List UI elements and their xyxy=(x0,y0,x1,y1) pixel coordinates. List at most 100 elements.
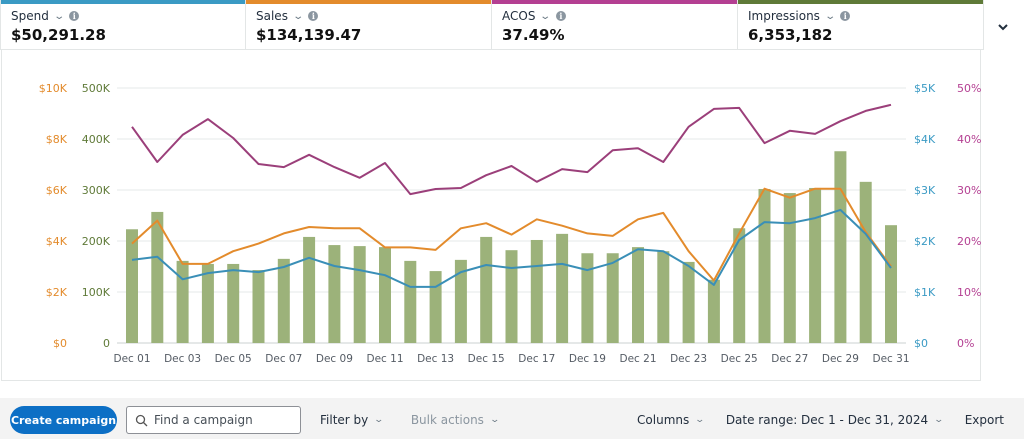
impressions-axis-tick-label: 300K xyxy=(82,184,111,197)
impressions-bar xyxy=(581,253,594,343)
impressions-bar xyxy=(328,245,341,343)
search-input[interactable] xyxy=(154,413,294,427)
x-axis-tick-label: Dec 31 xyxy=(872,353,909,365)
date-range-label: Date range: Dec 1 - Dec 31, 2024 xyxy=(725,413,929,427)
impressions-bar xyxy=(505,250,518,343)
info-icon[interactable]: i xyxy=(840,11,851,21)
info-icon[interactable]: i xyxy=(308,11,319,21)
x-axis-tick-label: Dec 27 xyxy=(771,353,808,365)
x-axis-tick-label: Dec 17 xyxy=(518,353,555,365)
bulk-actions-label: Bulk actions xyxy=(410,413,484,427)
impressions-bar xyxy=(530,239,543,343)
campaign-search[interactable] xyxy=(126,406,301,434)
sales-axis-tick-label: $6K xyxy=(46,184,68,197)
impressions-bar xyxy=(859,181,872,343)
impressions-bar xyxy=(303,236,316,343)
spend-axis-tick-label: $0 xyxy=(914,337,928,350)
create-campaign-button[interactable]: Create campaign xyxy=(10,406,117,434)
columns-label: Columns xyxy=(637,413,690,427)
chevron-down-icon[interactable]: ⌄ xyxy=(824,10,837,22)
metric-card-sales[interactable]: Sales ⌄ i $134,139.47 xyxy=(246,0,492,50)
info-icon[interactable]: i xyxy=(69,11,80,21)
metric-value: 37.49% xyxy=(502,26,565,44)
impressions-bar xyxy=(606,253,619,343)
sales-axis-tick-label: $10K xyxy=(39,82,68,95)
x-axis-tick-label: Dec 01 xyxy=(113,353,150,365)
sales-axis-tick-label: $0 xyxy=(53,337,67,350)
impressions-bar xyxy=(733,228,746,343)
x-axis-tick-label: Dec 09 xyxy=(316,353,353,365)
x-axis-tick-label: Dec 19 xyxy=(569,353,606,365)
metric-color-bar xyxy=(246,0,491,4)
x-axis-tick-label: Dec 07 xyxy=(265,353,302,365)
x-axis-tick-label: Dec 29 xyxy=(822,353,859,365)
x-axis-tick-label: Dec 11 xyxy=(366,353,403,365)
metric-card-impressions[interactable]: Impressions ⌄ i 6,353,182 xyxy=(738,0,984,50)
impressions-bar xyxy=(379,247,391,343)
metric-card-spend[interactable]: Spend ⌄ i $50,291.28 xyxy=(0,0,246,50)
date-range-dropdown[interactable]: Date range: Dec 1 - Dec 31, 2024 ⌄ xyxy=(725,413,945,427)
impressions-bar xyxy=(758,188,771,343)
filter-by-dropdown[interactable]: Filter by ⌄ xyxy=(320,413,384,427)
spend-line xyxy=(131,208,892,288)
metric-color-bar xyxy=(738,0,983,4)
metric-label: ACOS xyxy=(502,9,536,23)
impressions-bar xyxy=(454,259,467,343)
impressions-bar xyxy=(809,187,822,343)
chevron-down-icon xyxy=(998,24,1008,31)
x-axis-tick-label: Dec 13 xyxy=(417,353,454,365)
acos-axis-tick-label: 30% xyxy=(957,184,981,197)
impressions-bar xyxy=(783,193,796,343)
impressions-axis-tick-label: 500K xyxy=(82,82,111,95)
acos-axis-tick-label: 0% xyxy=(957,337,974,350)
chevron-down-icon: ⌄ xyxy=(933,415,945,425)
impressions-bar xyxy=(227,263,240,343)
impressions-bars xyxy=(126,151,897,343)
metric-label: Spend xyxy=(11,9,49,23)
impressions-bar xyxy=(632,247,644,343)
impressions-bar xyxy=(252,270,265,343)
x-axis-tick-label: Dec 25 xyxy=(721,353,758,365)
chart-axes: $0 $2K $4K $6K $8K $10K 0 100K 200K 300K 400K 500K $… xyxy=(39,82,982,350)
sales-axis-tick-label: $8K xyxy=(46,133,68,146)
metric-label: Impressions xyxy=(748,9,820,23)
chevron-down-icon[interactable]: ⌄ xyxy=(539,10,552,22)
metric-color-bar xyxy=(492,0,737,4)
acos-axis-tick-label: 50% xyxy=(957,82,981,95)
metric-cards: Spend ⌄ i $50,291.28 Sales ⌄ i $134,139.47 A… xyxy=(0,0,1024,50)
spend-axis-tick-label: $3K xyxy=(914,184,936,197)
acos-axis-tick-label: 40% xyxy=(957,133,981,146)
sales-axis-tick-label: $4K xyxy=(46,235,68,248)
acos-axis-tick-label: 20% xyxy=(957,235,981,248)
performance-chart: $0 $2K $4K $6K $8K $10K 0 100K 200K 300K 400K 500K $… xyxy=(39,82,982,365)
chart-panel xyxy=(1,49,981,381)
columns-dropdown[interactable]: Columns ⌄ xyxy=(637,413,705,427)
impressions-bar xyxy=(176,260,189,343)
spend-axis-tick-label: $2K xyxy=(914,235,936,248)
x-axis-tick-label: Dec 15 xyxy=(468,353,505,365)
acos-axis-tick-label: 10% xyxy=(957,286,981,299)
metric-value: 6,353,182 xyxy=(748,26,833,44)
expand-metrics-button[interactable] xyxy=(988,12,1018,42)
export-button[interactable]: Export xyxy=(965,413,1004,427)
impressions-bar xyxy=(657,251,670,343)
sales-line xyxy=(131,187,892,282)
spend-axis-tick-label: $4K xyxy=(914,133,936,146)
impressions-bar xyxy=(834,151,847,343)
metric-card-acos[interactable]: ACOS ⌄ i 37.49% xyxy=(492,0,738,50)
impressions-bar xyxy=(126,229,138,343)
impressions-bar xyxy=(885,225,897,343)
impressions-axis-tick-label: 0 xyxy=(103,337,110,350)
bulk-actions-dropdown[interactable]: Bulk actions ⌄ xyxy=(410,413,500,427)
impressions-bar xyxy=(201,263,214,343)
x-axis-tick-label: Dec 21 xyxy=(619,353,656,365)
export-label: Export xyxy=(964,413,1004,427)
impressions-bar xyxy=(480,236,493,343)
chevron-down-icon[interactable]: ⌄ xyxy=(53,10,65,22)
info-icon[interactable]: i xyxy=(555,11,566,21)
chevron-down-icon[interactable]: ⌄ xyxy=(292,10,305,22)
toolbar-right-group: Columns ⌄ Date range: Dec 1 - Dec 31, 202… xyxy=(637,406,1004,434)
sales-axis-tick-label: $2K xyxy=(46,286,68,299)
toolbar-left-group: Create campaign Filter by ⌄ Bulk actions ⌄ xyxy=(10,406,500,434)
impressions-bar xyxy=(707,279,720,343)
